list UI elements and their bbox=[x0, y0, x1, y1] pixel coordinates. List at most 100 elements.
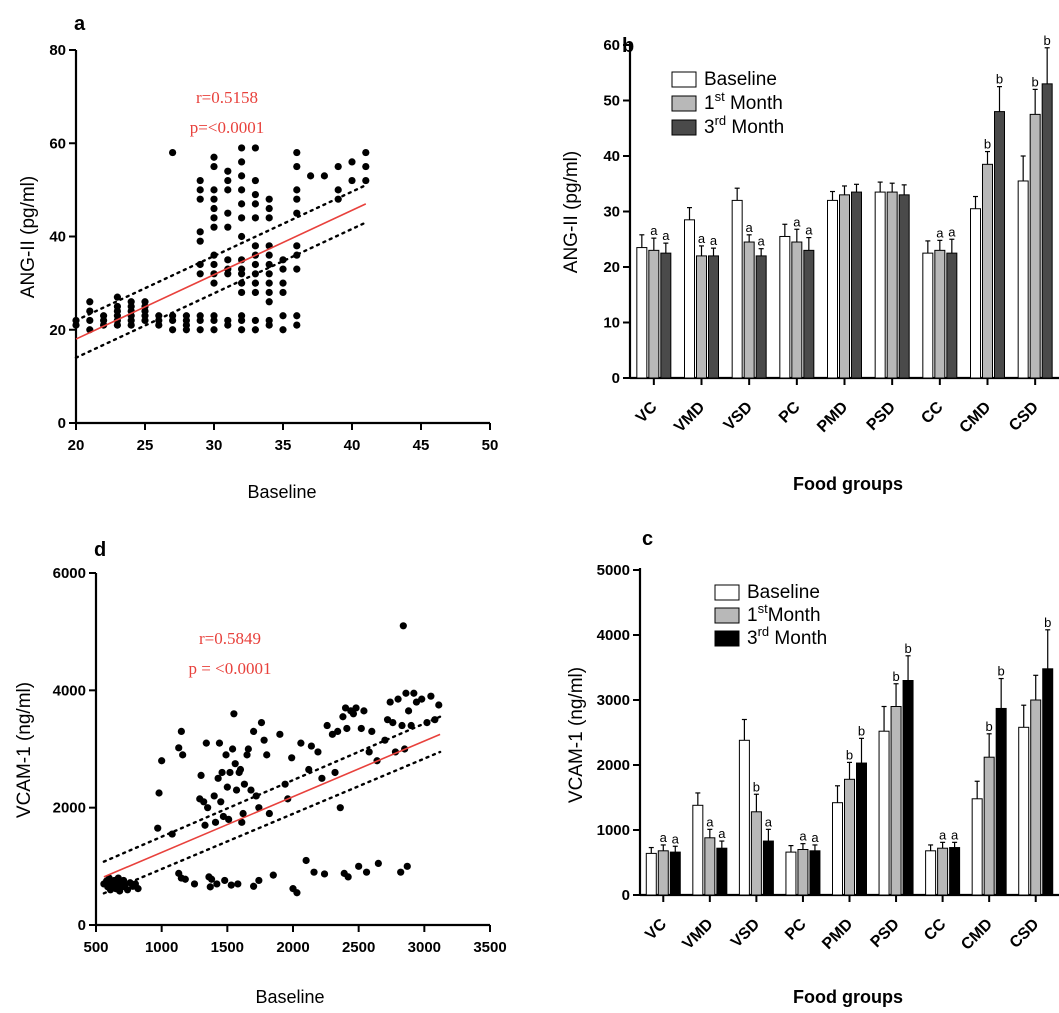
data-point bbox=[206, 883, 214, 891]
category-label: CSD bbox=[1006, 399, 1042, 435]
x-tick-label: 1500 bbox=[211, 939, 244, 956]
data-point bbox=[310, 868, 318, 876]
data-point bbox=[418, 695, 426, 703]
data-point bbox=[279, 288, 287, 297]
data-point bbox=[127, 298, 135, 306]
bar-baseline bbox=[1017, 180, 1029, 379]
scatter-panel-d: 500 1000 1500 2000 2500 3000 3500 0 2000 4000 6000… bbox=[14, 539, 507, 1007]
significance-letter: b bbox=[753, 779, 760, 794]
data-point bbox=[169, 312, 177, 320]
data-point bbox=[238, 172, 246, 180]
data-point bbox=[265, 298, 273, 306]
y-tick-label: 0 bbox=[78, 917, 86, 934]
data-point bbox=[210, 792, 218, 800]
bar-baseline bbox=[970, 208, 981, 379]
data-point bbox=[251, 214, 259, 222]
data-point bbox=[168, 830, 176, 838]
data-point bbox=[238, 312, 246, 320]
data-point bbox=[196, 195, 204, 203]
data-point bbox=[224, 209, 232, 217]
data-point bbox=[279, 265, 287, 273]
data-point bbox=[331, 768, 339, 777]
data-point bbox=[213, 880, 221, 888]
significance-letter: b bbox=[1044, 33, 1051, 48]
significance-letter: a bbox=[672, 831, 680, 846]
category-label: PMD bbox=[814, 399, 851, 436]
p-value: p = <0.0001 bbox=[189, 659, 272, 678]
data-point bbox=[362, 162, 370, 171]
legend-entry: 1stMonth bbox=[747, 601, 821, 626]
data-point bbox=[227, 881, 235, 889]
data-point bbox=[215, 739, 224, 747]
regression-line bbox=[103, 733, 441, 878]
bar-3rd-month bbox=[946, 252, 958, 379]
data-point bbox=[288, 754, 296, 762]
data-point bbox=[403, 862, 411, 870]
data-point bbox=[293, 312, 301, 320]
y-tick-label: 6000 bbox=[53, 565, 86, 582]
y-tick-label: 2000 bbox=[53, 800, 86, 817]
legend-swatch bbox=[714, 584, 740, 601]
legend-swatch bbox=[714, 607, 740, 624]
significance-letter: a bbox=[936, 225, 944, 240]
bar-baseline bbox=[684, 219, 695, 379]
data-point bbox=[210, 162, 218, 171]
bar-3rd-month bbox=[669, 851, 681, 896]
data-point bbox=[224, 176, 232, 185]
data-point bbox=[210, 223, 218, 231]
data-point bbox=[222, 751, 230, 759]
r-value: r=0.5849 bbox=[199, 629, 261, 648]
data-point bbox=[293, 209, 301, 217]
bar-baseline bbox=[1018, 726, 1030, 896]
bar-3rd-month bbox=[809, 850, 821, 896]
data-point bbox=[344, 873, 352, 881]
data-point bbox=[334, 162, 342, 171]
data-point bbox=[230, 710, 238, 718]
bar-1st-month bbox=[937, 847, 949, 896]
bar-1st-month bbox=[890, 706, 902, 896]
data-point bbox=[251, 190, 259, 199]
ci-lower-line bbox=[74, 221, 367, 359]
data-point bbox=[72, 316, 80, 325]
data-point bbox=[210, 186, 218, 194]
y-tick-label: 3000 bbox=[597, 692, 630, 709]
data-point bbox=[348, 176, 356, 185]
bar-1st-month bbox=[657, 850, 669, 896]
x-tick-label: 30 bbox=[206, 437, 223, 454]
y-tick-label: 20 bbox=[49, 322, 66, 339]
data-point bbox=[204, 804, 212, 812]
data-point bbox=[100, 312, 108, 320]
legend-entry: 1st Month bbox=[704, 89, 783, 114]
data-point bbox=[210, 326, 218, 334]
significance-letter: a bbox=[948, 224, 956, 239]
bar-3rd-month bbox=[1042, 668, 1054, 896]
data-point bbox=[365, 748, 373, 756]
panel-letter: d bbox=[94, 539, 106, 561]
data-point bbox=[239, 809, 247, 818]
data-point bbox=[260, 736, 268, 744]
data-point bbox=[334, 727, 342, 736]
data-point bbox=[251, 242, 259, 250]
legend-entry: Baseline bbox=[704, 69, 777, 90]
data-point bbox=[265, 270, 273, 278]
data-point bbox=[374, 859, 382, 868]
significance-letter: a bbox=[650, 223, 658, 238]
data-point bbox=[238, 326, 246, 334]
x-tick-label: 50 bbox=[482, 437, 499, 454]
panel-letter: c bbox=[642, 528, 653, 550]
category-label: CC bbox=[921, 915, 950, 944]
significance-letter: b bbox=[998, 664, 1005, 679]
legend-rest: Month bbox=[769, 628, 827, 649]
data-point bbox=[323, 721, 331, 730]
data-point bbox=[196, 186, 204, 194]
data-point bbox=[196, 270, 204, 278]
significance-letter: b bbox=[1032, 74, 1039, 89]
bar-1st-month bbox=[1030, 699, 1042, 896]
significance-letter: b bbox=[1044, 615, 1051, 630]
category-label: PSD bbox=[868, 916, 903, 951]
significance-letter: b bbox=[846, 747, 853, 762]
data-point bbox=[381, 736, 389, 744]
data-point bbox=[158, 757, 166, 765]
data-point bbox=[279, 326, 287, 334]
category-label: PC bbox=[782, 915, 810, 943]
